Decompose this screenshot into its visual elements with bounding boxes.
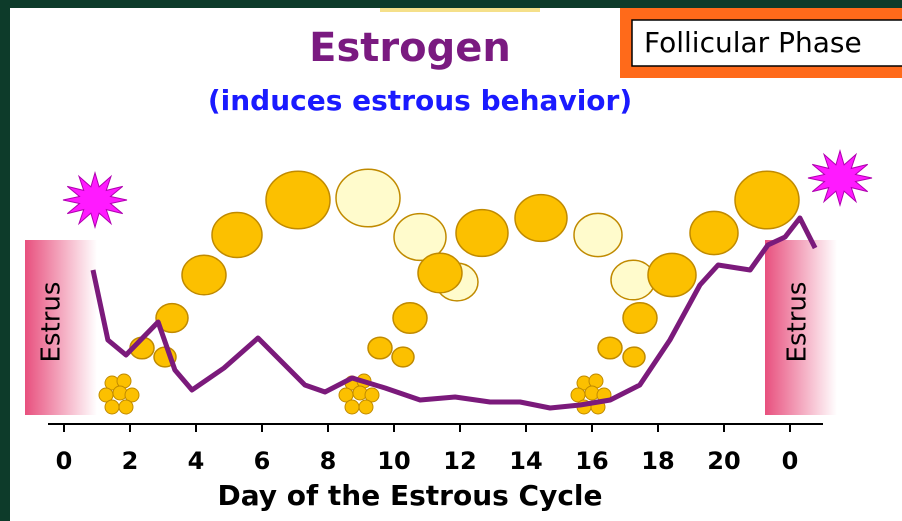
follicles — [62, 149, 873, 415]
follicle — [597, 336, 623, 360]
follicle — [455, 208, 509, 258]
small-follicle — [358, 399, 374, 415]
x-tick-label: 4 — [188, 447, 205, 475]
small-follicle — [118, 399, 134, 415]
small-follicle — [344, 399, 360, 415]
follicle — [392, 301, 428, 335]
x-tick-label: 18 — [641, 447, 674, 475]
follicle — [181, 254, 227, 296]
follicle — [155, 302, 189, 334]
x-tick-label: 0 — [56, 447, 73, 475]
estrogen-line — [90, 215, 818, 411]
small-follicle — [364, 387, 380, 403]
estrus-label: Estrus — [783, 282, 813, 363]
follicle — [391, 346, 415, 368]
small-follicle — [104, 399, 120, 415]
x-tick-label: 16 — [575, 447, 608, 475]
x-tick-label: 10 — [377, 447, 410, 475]
chart-title: Estrogen — [309, 25, 511, 71]
small-follicle — [124, 387, 140, 403]
estrus-band — [25, 240, 97, 415]
follicle — [689, 210, 739, 256]
x-tick-label: 2 — [122, 447, 139, 475]
phase-label: Follicular Phase — [644, 26, 862, 59]
follicle — [417, 252, 463, 294]
follicle — [335, 168, 401, 228]
phase-box-inner — [631, 19, 902, 67]
decor — [380, 8, 540, 12]
follicle — [367, 336, 393, 360]
follicle — [647, 252, 697, 298]
burst — [62, 171, 128, 229]
x-tick-label: 8 — [320, 447, 337, 475]
follicle — [734, 170, 800, 230]
follicle — [393, 212, 447, 262]
x-axis-title: Day of the Estrous Cycle — [217, 479, 602, 512]
follicle — [622, 346, 646, 368]
estrus-label: Estrus — [37, 282, 67, 363]
follicle — [573, 212, 623, 258]
x-tick-label: 6 — [254, 447, 271, 475]
burst — [807, 149, 873, 207]
x-tick-label: 12 — [443, 447, 476, 475]
x-tick-label: 14 — [509, 447, 542, 475]
chart-subtitle: (induces estrous behavior) — [208, 84, 632, 117]
follicle — [514, 193, 568, 243]
follicle — [211, 211, 263, 259]
follicle — [265, 170, 331, 230]
x-tick-label: 20 — [707, 447, 740, 475]
estrus-band — [765, 240, 837, 415]
follicle — [622, 301, 658, 335]
x-tick-label: 0 — [782, 447, 799, 475]
